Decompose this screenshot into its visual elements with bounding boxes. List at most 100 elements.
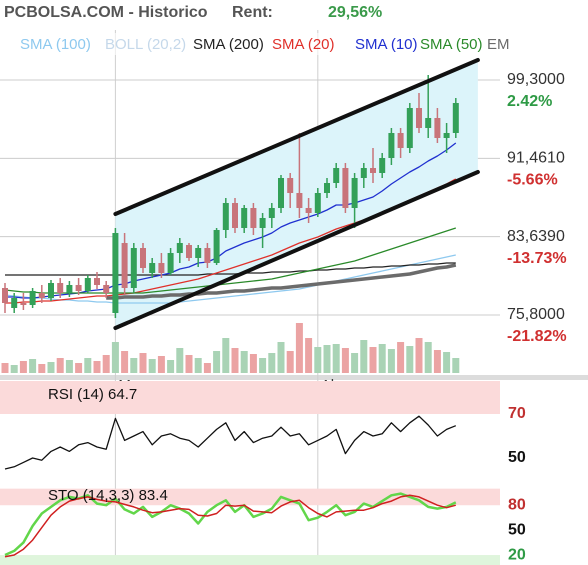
candle-body (75, 285, 82, 291)
volume-bar (387, 349, 395, 373)
indicator-line (4, 415, 457, 470)
legend-background (0, 33, 500, 55)
indicator-line (4, 494, 456, 558)
candle-body (84, 278, 91, 291)
volume-bar (231, 348, 239, 373)
legend-entry: SMA (10) (355, 36, 418, 53)
y-tick-change: -21.82% (507, 328, 567, 345)
moving-average-line (106, 263, 457, 300)
volume-bar (121, 351, 129, 373)
volume-bar (433, 350, 441, 373)
candle-body (241, 208, 248, 228)
volume-bar (249, 354, 257, 373)
volume-bar (102, 355, 110, 373)
volume-bar (259, 358, 267, 373)
level-band (0, 381, 500, 414)
candle-body (149, 263, 156, 273)
candle-body (342, 168, 349, 208)
candle-body (130, 248, 137, 288)
candle-body (204, 248, 211, 263)
volume-bar (10, 365, 18, 373)
candle-body (103, 285, 110, 293)
rent-value: 29,56% (328, 4, 382, 21)
volume-bar (240, 351, 248, 373)
volume-bar (443, 352, 451, 373)
volume-bar (277, 342, 285, 373)
legend-entry: SMA (20) (272, 36, 335, 53)
channel-line (113, 58, 480, 216)
candle-body (2, 288, 8, 303)
y-tick-label: 50 (508, 521, 526, 538)
candle-body (112, 233, 119, 313)
candle-body (250, 208, 257, 228)
candle-body (324, 183, 330, 193)
candle-body (29, 291, 36, 305)
y-tick-change: 2.42% (507, 93, 552, 110)
level-band (0, 555, 500, 565)
y-tick-change: -5.66% (507, 172, 558, 189)
candle-body (305, 208, 312, 213)
volume-bar (130, 358, 138, 373)
candle-body (38, 293, 45, 298)
volume-bar (452, 358, 460, 373)
volume-bar (295, 323, 303, 373)
candle-body (452, 103, 459, 133)
y-tick-label: 50 (508, 449, 526, 466)
candle-body (213, 230, 220, 263)
candle-body (406, 108, 413, 148)
y-tick-label: 70 (508, 405, 526, 422)
volume-bar (185, 355, 193, 373)
y-tick-label: 80 (508, 496, 526, 513)
moving-average-line (5, 262, 456, 276)
candle-body (278, 178, 284, 208)
legend-entry: BOLL (20,2) (105, 36, 186, 53)
indicator-title: STO (14,3,3) 83.4 (48, 487, 168, 504)
candle-body (158, 263, 165, 273)
volume-bar (222, 338, 230, 373)
legend-entry: SMA (200) (193, 36, 264, 53)
candle-body (195, 248, 202, 258)
candle-body (397, 133, 404, 148)
candle-body (232, 203, 238, 228)
y-tick-change: -13.73% (507, 250, 567, 267)
legend-entry: SMA (50) (420, 36, 483, 53)
volume-bar (47, 362, 55, 373)
volume-bar (341, 348, 349, 373)
volume-bar (65, 360, 73, 373)
volume-bar (268, 353, 276, 373)
volume-bar (194, 358, 202, 373)
volume-bar (369, 347, 377, 373)
volume-bar (203, 363, 211, 373)
volume-bar (314, 347, 322, 373)
volume-bar (19, 361, 27, 373)
volume-bar (305, 338, 313, 373)
candle-body (167, 253, 174, 273)
y-tick-label: 75,8000 (507, 306, 565, 323)
volume-bar (286, 351, 294, 373)
y-tick-label: 99,3000 (507, 71, 565, 88)
y-tick-label: 83,6390 (507, 228, 565, 245)
candle-body (140, 248, 146, 268)
candle-body (48, 283, 54, 298)
candle-body (379, 158, 386, 173)
candle-body (121, 243, 128, 288)
indicator-title: RSI (14) 64.7 (48, 386, 137, 403)
candle-body (176, 243, 183, 253)
panel-divider (0, 375, 588, 380)
candle-body (296, 193, 303, 208)
candle-body (333, 168, 340, 183)
candle-body (443, 133, 450, 138)
volume-bar (75, 363, 83, 373)
volume-bar (93, 361, 101, 373)
y-tick-label: 91,4610 (507, 150, 565, 167)
candle-body (434, 118, 441, 138)
header-title: PCBOLSA.COM - Historico (4, 4, 208, 21)
volume-bar (157, 356, 165, 373)
volume-bar (29, 359, 37, 373)
volume-bar (213, 351, 221, 373)
rent-label: Rent: (232, 4, 273, 21)
candle-body (11, 298, 18, 308)
volume-bar (360, 340, 368, 373)
